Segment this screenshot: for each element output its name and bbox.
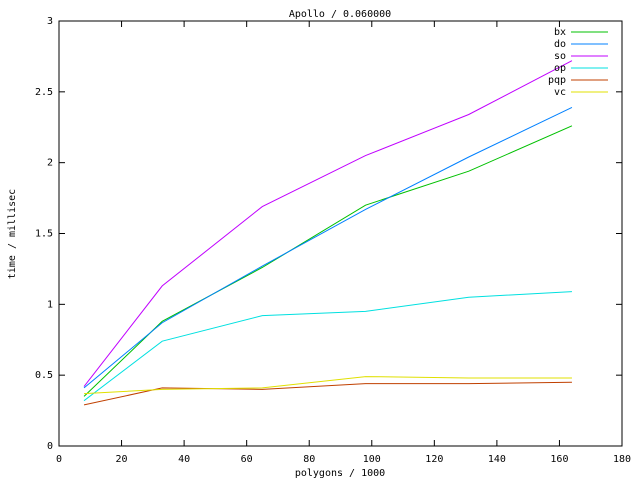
data-line (83, 376, 572, 395)
legend-label: pqp (548, 75, 566, 86)
x-axis-label: polygons / 1000 (295, 468, 385, 479)
y-tick-label: 1.5 (35, 229, 53, 240)
y-tick-label: 0 (47, 441, 53, 452)
x-tick-label: 160 (550, 454, 568, 465)
x-tick-label: 180 (613, 454, 631, 465)
x-tick-label: 100 (363, 454, 381, 465)
y-tick-label: 1 (47, 299, 53, 310)
x-tick-label: 40 (178, 454, 190, 465)
x-tick-label: 0 (56, 454, 62, 465)
x-tick-label: 140 (488, 454, 506, 465)
x-tick-label: 80 (303, 454, 315, 465)
data-line (83, 381, 572, 406)
y-tick-label: 2.5 (35, 87, 53, 98)
legend-label: vc (554, 87, 566, 98)
legend-label: so (554, 51, 566, 62)
x-tick-label: 20 (116, 454, 128, 465)
data-line (83, 291, 572, 402)
data-line (83, 106, 573, 389)
data-line (83, 60, 573, 387)
y-tick-label: 0.5 (35, 370, 53, 381)
y-tick-label: 3 (47, 16, 53, 27)
x-tick-label: 60 (241, 454, 253, 465)
y-tick-label: 2 (47, 158, 53, 169)
legend-label: do (554, 39, 566, 50)
x-tick-label: 120 (425, 454, 443, 465)
data-line (83, 125, 573, 397)
y-axis-label: time / millisec (7, 189, 18, 279)
legend-label: op (554, 63, 566, 74)
chart-title: Apollo / 0.060000 (289, 9, 391, 20)
legend-label: bx (554, 27, 566, 38)
